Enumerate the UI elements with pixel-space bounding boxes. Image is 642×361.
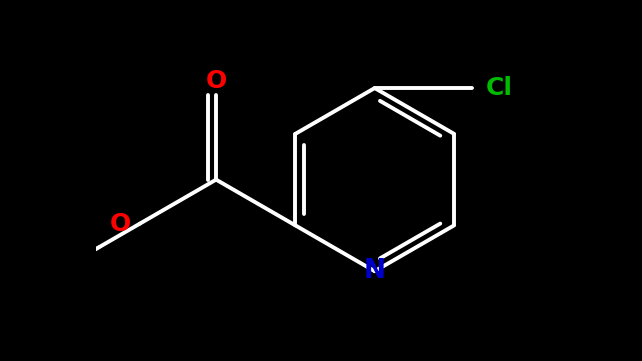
Text: O: O [110,212,131,236]
Text: N: N [364,258,386,284]
Text: O: O [205,69,227,93]
Text: Cl: Cl [485,76,513,100]
